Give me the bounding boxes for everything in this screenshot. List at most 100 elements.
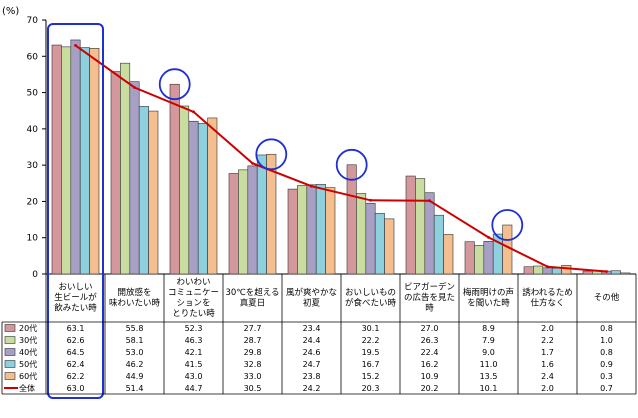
bar: [148, 110, 159, 275]
data-label: 22.4: [421, 348, 439, 357]
data-label: 63.1: [67, 324, 85, 333]
total-line: [74, 44, 608, 273]
bar: [561, 264, 572, 275]
category-label: とりたい時: [172, 309, 215, 319]
data-label: 24.4: [303, 336, 321, 345]
bar: [188, 120, 199, 275]
legend-label: 20代: [19, 323, 37, 333]
data-label: 8.9: [482, 324, 495, 333]
data-label: 22.2: [362, 336, 380, 345]
bar: [474, 245, 485, 275]
category-label: 30℃を超える: [225, 287, 279, 298]
bar: [207, 117, 218, 275]
data-label: 51.4: [126, 384, 144, 393]
data-label: 26.3: [421, 336, 439, 345]
data-label: 10.9: [421, 372, 439, 381]
data-label: 0.9: [600, 360, 613, 369]
bar: [89, 47, 100, 275]
bar: [346, 164, 357, 275]
total-point: [369, 198, 372, 202]
category-label: ションを: [176, 298, 210, 308]
data-label: 62.4: [67, 360, 85, 369]
bar: [169, 83, 180, 275]
data-label: 20.3: [362, 384, 380, 393]
category-label: 誘われるため: [522, 287, 573, 298]
bar: [424, 192, 435, 275]
bar: [405, 175, 416, 275]
bar: [610, 270, 621, 275]
data-label: 58.1: [126, 336, 144, 345]
category-label: おいしい: [58, 283, 92, 293]
bar: [582, 270, 593, 275]
bar: [247, 165, 258, 275]
bar: [523, 266, 534, 275]
bar: [51, 44, 62, 275]
data-label: 27.0: [421, 324, 439, 333]
category-label: 真夏日: [240, 297, 266, 308]
bar: [297, 185, 308, 275]
category-label: 飲みたい時: [54, 303, 97, 314]
bar: [179, 105, 190, 275]
y-axis-label: (%): [2, 6, 19, 17]
bar: [129, 81, 140, 275]
category-label: コミュニケー: [168, 288, 219, 298]
category-label: 初夏: [303, 297, 321, 308]
category-label: 風が爽やかな: [286, 287, 337, 298]
category-label: おいしいもの: [345, 288, 396, 298]
data-label: 15.2: [362, 372, 380, 381]
category-label: 梅雨明けの声: [463, 287, 514, 298]
data-label: 30.5: [244, 384, 262, 393]
total-point: [74, 44, 77, 47]
data-label: 2.0: [541, 384, 554, 393]
category-label: 時: [425, 304, 434, 314]
category-label: を聞いた時: [467, 298, 510, 308]
data-label: 24.6: [303, 348, 321, 357]
data-label: 19.5: [362, 348, 380, 357]
category-label: 仕方なく: [530, 297, 564, 308]
data-label: 16.7: [362, 360, 380, 369]
total-series-line: [74, 44, 607, 273]
total-point: [133, 86, 136, 89]
bar: [365, 202, 376, 275]
legend-label: 全体: [19, 383, 35, 393]
data-label: 23.4: [303, 324, 321, 333]
legend-swatch: [4, 336, 16, 344]
total-point: [310, 184, 313, 188]
bar: [374, 213, 385, 275]
data-label: 0.8: [600, 348, 613, 357]
bar: [542, 267, 553, 275]
data-label: 7.9: [482, 336, 495, 345]
data-label: 20.2: [421, 384, 439, 393]
bar: [620, 272, 631, 275]
data-label: 0.7: [600, 384, 613, 393]
bar: [415, 178, 426, 275]
total-point: [251, 161, 254, 165]
legend-swatch: [4, 360, 16, 368]
category-label: ビアガーデン: [404, 282, 455, 293]
bar: [266, 153, 277, 275]
bar: [79, 47, 90, 275]
data-label: 2.2: [541, 336, 554, 345]
data-label: 10.1: [480, 384, 498, 393]
highlight-circles: [47, 23, 524, 399]
bar: [483, 241, 494, 275]
highlight-circle: [255, 138, 288, 171]
data-label: 1.6: [541, 360, 554, 369]
data-label: 63.0: [67, 384, 85, 393]
data-label: 53.0: [126, 348, 144, 357]
category-label: の広告を見た: [404, 292, 455, 303]
legend-swatch: [4, 348, 16, 356]
y-tick-label: 10: [27, 234, 39, 244]
data-label: 30.1: [362, 324, 380, 333]
y-tick-label: 70: [27, 16, 39, 26]
legend-label: 40代: [19, 347, 37, 357]
data-label: 28.7: [244, 336, 262, 345]
data-label: 16.2: [421, 360, 439, 369]
bar: [325, 187, 336, 275]
data-label: 46.2: [126, 360, 144, 369]
data-label: 27.7: [244, 324, 262, 333]
data-label: 44.7: [185, 384, 203, 393]
highlight-column-box: [47, 23, 104, 399]
data-label: 1.7: [541, 348, 554, 357]
